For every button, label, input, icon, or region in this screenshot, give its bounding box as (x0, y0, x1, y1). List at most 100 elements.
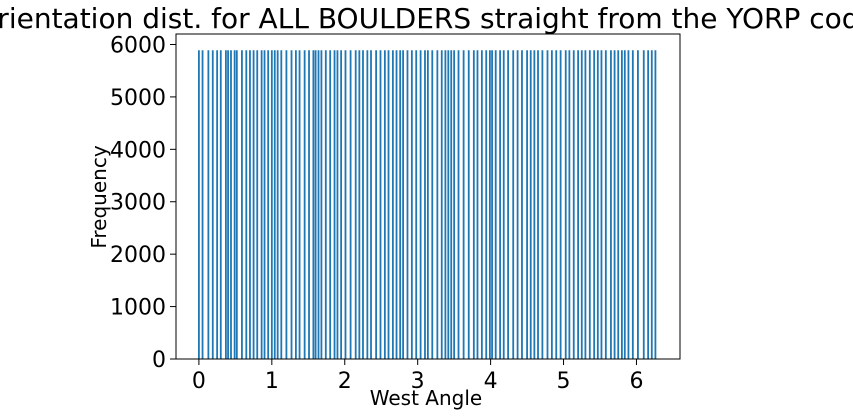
histogram-bar (336, 50, 339, 359)
histogram-bar (529, 50, 532, 359)
histogram-bar (216, 50, 219, 359)
histogram-bar (344, 50, 347, 359)
histogram-bar (349, 50, 352, 359)
histogram-bar (198, 50, 200, 359)
plot-frame (175, 33, 681, 360)
x-tick-label: 1 (265, 369, 279, 394)
histogram-bar (588, 50, 591, 359)
histogram-bar (550, 50, 553, 359)
histogram-bar (631, 50, 634, 359)
histogram-bar (219, 50, 222, 359)
histogram-bar (354, 50, 357, 359)
y-tick-label: 1000 (110, 296, 166, 321)
histogram-bar (440, 50, 443, 359)
histogram-bar (424, 50, 426, 359)
histogram-bar (559, 50, 562, 359)
histogram-bar (280, 50, 283, 359)
histogram-bar (577, 50, 580, 359)
histogram-bar (366, 50, 369, 359)
x-tick-label: 0 (192, 369, 206, 394)
histogram-bar (235, 50, 238, 359)
histogram-bar (647, 50, 650, 359)
histogram-bar (270, 50, 273, 359)
histogram-bar (620, 50, 623, 359)
histogram-bar (453, 50, 456, 359)
x-axis-label: West Angle (370, 386, 482, 410)
histogram-bar (370, 50, 372, 359)
histogram-bar (572, 50, 575, 359)
histogram-bar (358, 50, 361, 359)
histogram-bar (276, 50, 279, 359)
histogram-bar (537, 50, 539, 359)
histogram-bar (324, 50, 327, 359)
histogram-bar (294, 50, 297, 359)
histogram-bar (406, 50, 409, 359)
x-tick-label: 2 (338, 369, 352, 394)
histogram-bar (333, 50, 336, 359)
histogram-bar (227, 50, 229, 359)
histogram-bar (260, 50, 263, 359)
histogram-bar (303, 50, 306, 359)
histogram-bar (375, 50, 378, 359)
histogram-bar (285, 50, 288, 359)
histogram-bar (379, 50, 382, 359)
y-tick-label: 5000 (110, 86, 166, 111)
histogram-bar (580, 50, 583, 359)
histogram-bar (263, 50, 266, 359)
histogram-bar (613, 50, 616, 359)
histogram-bar (564, 50, 567, 359)
histogram-bar (207, 50, 210, 359)
histogram-bar (267, 50, 270, 359)
histogram-bar (249, 50, 251, 359)
chart-title: Orientation dist. for ALL BOULDERS strai… (0, 2, 853, 35)
histogram-bar (593, 50, 596, 359)
histogram-bar (273, 50, 276, 359)
bars-group (198, 50, 657, 359)
histogram-bar (233, 50, 236, 359)
histogram-bar (410, 50, 413, 359)
histogram-bar (383, 50, 386, 359)
histogram-bar (436, 50, 439, 359)
histogram-bar (201, 50, 204, 359)
x-tick-label: 3 (411, 369, 425, 394)
histogram-bar (298, 50, 301, 359)
histogram-bar (472, 50, 475, 359)
histogram-bar (467, 50, 470, 359)
histogram-bar (462, 50, 465, 359)
histogram-bar (516, 50, 519, 359)
y-tick-label: 3000 (110, 191, 166, 216)
histogram-bar (444, 50, 447, 359)
histogram-bar (485, 50, 488, 359)
histogram-bar (320, 50, 323, 359)
histogram-bar (391, 50, 394, 359)
x-tick-label: 5 (557, 369, 571, 394)
histogram-bar (415, 50, 418, 359)
histogram-bar (512, 50, 515, 359)
histogram-bar (533, 50, 536, 359)
histogram-bar (617, 50, 620, 359)
y-tick-label: 2000 (110, 243, 166, 268)
y-ticks-group: 0 1000 2000 3000 4000 5000 6000 (110, 33, 176, 373)
histogram-bar (610, 50, 612, 359)
histogram-bar (650, 50, 653, 359)
histogram-bar (224, 50, 227, 359)
y-axis-label: Frequency (87, 145, 111, 248)
histogram-bar (507, 50, 510, 359)
histogram-bar (314, 50, 317, 359)
histogram-bar (457, 50, 460, 359)
histogram-bar (476, 50, 479, 359)
histogram-bar (387, 50, 390, 359)
histogram-bar (502, 50, 505, 359)
histogram-bar (526, 50, 528, 359)
y-tick-label: 4000 (110, 138, 166, 163)
histogram-bar (491, 50, 493, 359)
histogram-bar (604, 50, 607, 359)
y-tick-label: 0 (152, 348, 166, 373)
histogram-bar (480, 50, 483, 359)
histogram-bar (312, 50, 315, 359)
histogram-bar (395, 50, 398, 359)
histogram-bar (329, 50, 332, 359)
histogram-bar (447, 50, 450, 359)
x-tick-label: 6 (629, 369, 643, 394)
